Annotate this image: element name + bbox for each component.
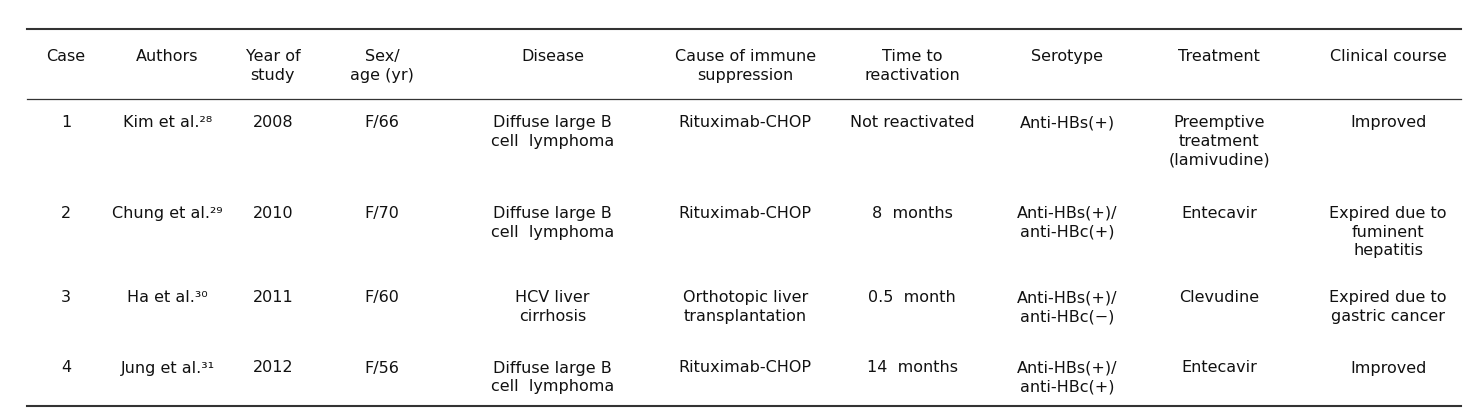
Text: Not reactivated: Not reactivated: [850, 115, 974, 130]
Text: Diffuse large B
cell  lymphoma: Diffuse large B cell lymphoma: [491, 115, 614, 149]
Text: Serotype: Serotype: [1031, 49, 1103, 64]
Text: Expired due to
fuminent
hepatitis: Expired due to fuminent hepatitis: [1329, 206, 1447, 258]
Text: 2: 2: [61, 206, 71, 221]
Text: 2011: 2011: [252, 290, 294, 305]
Text: 14  months: 14 months: [866, 360, 958, 375]
Text: 2010: 2010: [252, 206, 294, 221]
Text: Entecavir: Entecavir: [1180, 360, 1258, 375]
Text: Ha et al.³⁰: Ha et al.³⁰: [128, 290, 208, 305]
Text: Chung et al.²⁹: Chung et al.²⁹: [113, 206, 222, 221]
Text: 8  months: 8 months: [872, 206, 952, 221]
Text: Improved: Improved: [1350, 115, 1427, 130]
Text: Year of
study: Year of study: [246, 49, 300, 83]
Text: Rituximab-CHOP: Rituximab-CHOP: [679, 360, 811, 375]
Text: Cause of immune
suppression: Cause of immune suppression: [675, 49, 816, 83]
Text: F/66: F/66: [365, 115, 399, 130]
Text: Diffuse large B
cell  lymphoma: Diffuse large B cell lymphoma: [491, 206, 614, 240]
Text: Entecavir: Entecavir: [1180, 206, 1258, 221]
Text: Anti-HBs(+): Anti-HBs(+): [1019, 115, 1115, 130]
Text: Jung et al.³¹: Jung et al.³¹: [120, 360, 215, 375]
Text: F/70: F/70: [365, 206, 399, 221]
Text: Time to
reactivation: Time to reactivation: [865, 49, 960, 83]
Text: Case: Case: [46, 49, 86, 64]
Text: Improved: Improved: [1350, 360, 1427, 375]
Text: Clinical course: Clinical course: [1330, 49, 1446, 64]
Text: Rituximab-CHOP: Rituximab-CHOP: [679, 206, 811, 221]
Text: Sex/
age (yr): Sex/ age (yr): [350, 49, 414, 83]
Text: F/60: F/60: [365, 290, 399, 305]
Text: 2012: 2012: [252, 360, 294, 375]
Text: 2008: 2008: [252, 115, 294, 130]
Text: HCV liver
cirrhosis: HCV liver cirrhosis: [515, 290, 590, 324]
Text: Disease: Disease: [521, 49, 584, 64]
Text: Clevudine: Clevudine: [1179, 290, 1259, 305]
Text: Anti-HBs(+)/
anti-HBc(+): Anti-HBs(+)/ anti-HBc(+): [1017, 360, 1117, 394]
Text: 1: 1: [61, 115, 71, 130]
Text: Treatment: Treatment: [1178, 49, 1261, 64]
Text: 4: 4: [61, 360, 71, 375]
Text: Anti-HBs(+)/
anti-HBc(+): Anti-HBs(+)/ anti-HBc(+): [1017, 206, 1117, 240]
Text: F/56: F/56: [365, 360, 399, 375]
Text: Diffuse large B
cell  lymphoma: Diffuse large B cell lymphoma: [491, 360, 614, 394]
Text: Preemptive
treatment
(lamivudine): Preemptive treatment (lamivudine): [1169, 115, 1269, 168]
Text: Authors: Authors: [136, 49, 199, 64]
Text: Rituximab-CHOP: Rituximab-CHOP: [679, 115, 811, 130]
Text: Orthotopic liver
transplantation: Orthotopic liver transplantation: [682, 290, 808, 324]
Text: Kim et al.²⁸: Kim et al.²⁸: [123, 115, 212, 130]
Text: Expired due to
gastric cancer: Expired due to gastric cancer: [1329, 290, 1447, 324]
Text: 0.5  month: 0.5 month: [868, 290, 957, 305]
Text: Anti-HBs(+)/
anti-HBc(−): Anti-HBs(+)/ anti-HBc(−): [1017, 290, 1117, 324]
Text: 3: 3: [61, 290, 71, 305]
